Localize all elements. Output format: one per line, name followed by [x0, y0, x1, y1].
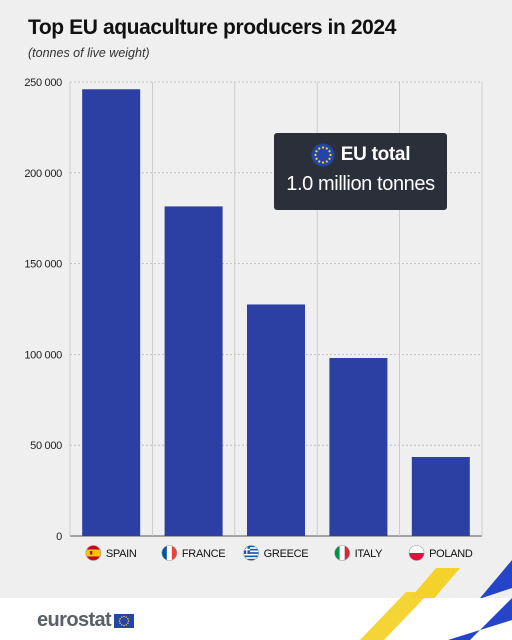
y-tick-label: 250 000: [24, 77, 62, 89]
flag-greece-icon: [243, 545, 259, 561]
y-tick-label: 100 000: [24, 349, 62, 361]
bar-italy[interactable]: [329, 358, 388, 536]
bar-spain[interactable]: [82, 89, 141, 536]
chart-title: Top EU aquaculture producers in 2024: [28, 16, 396, 39]
y-tick-label: 0: [56, 531, 62, 543]
x-tick-label: SPAIN: [106, 548, 137, 560]
flag-italy-icon: [334, 545, 350, 561]
eu-total-callout: EU total 1.0 million tonnes: [274, 133, 447, 210]
footer: [0, 598, 512, 640]
bar-poland[interactable]: [411, 457, 470, 536]
bar-france[interactable]: [164, 206, 223, 536]
y-tick-label: 150 000: [24, 259, 62, 271]
eu-flag-icon: [114, 613, 135, 628]
flag-poland-icon: [408, 545, 425, 561]
eu-total-label: EU total: [340, 144, 411, 165]
flag-france-icon: [161, 545, 178, 561]
x-tick-label: GREECE: [264, 548, 309, 560]
bar-chart: 0 50 000 100 000 150 000 200 000 250 000 SPAIN…: [24, 77, 483, 561]
eurostat-logo[interactable]: eurostat: [37, 609, 135, 632]
footer-stripes-front: [360, 592, 512, 640]
eurostat-logo-text: eurostat: [37, 609, 112, 631]
eu-flag-icon: [311, 143, 335, 167]
flag-spain-icon: [85, 545, 102, 561]
bar-greece[interactable]: [247, 304, 305, 536]
x-tick-label: POLAND: [429, 548, 473, 560]
eu-total-value: 1.0 million tonnes: [286, 173, 435, 195]
chart-subtitle: (tonnes of live weight): [28, 46, 150, 60]
y-tick-label: 50 000: [30, 440, 62, 452]
y-tick-label: 200 000: [24, 168, 62, 180]
x-tick-label: FRANCE: [182, 548, 225, 560]
x-tick-label: ITALY: [355, 548, 383, 560]
